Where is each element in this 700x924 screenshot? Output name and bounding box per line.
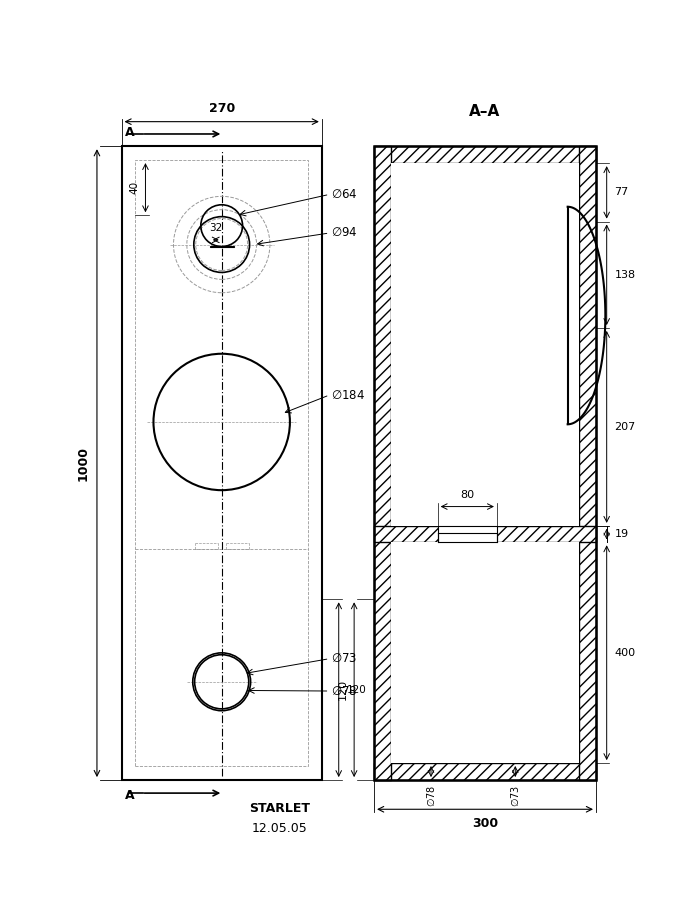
Text: $\varnothing$64: $\varnothing$64: [331, 188, 358, 201]
Text: 300: 300: [472, 817, 498, 830]
Text: $\varnothing$73: $\varnothing$73: [510, 784, 522, 807]
Bar: [136, 160, 308, 766]
Text: 1000: 1000: [76, 445, 90, 480]
Text: 77: 77: [615, 188, 629, 198]
Text: 400: 400: [615, 648, 636, 658]
Text: 80: 80: [460, 491, 475, 501]
Text: $\varnothing$78: $\varnothing$78: [425, 784, 437, 807]
Bar: [438, 526, 497, 542]
Text: A: A: [125, 126, 134, 139]
Text: 32: 32: [209, 223, 223, 233]
Bar: [374, 763, 596, 780]
Text: $\varnothing$94: $\varnothing$94: [331, 226, 358, 239]
Text: A: A: [125, 789, 134, 802]
Text: $\varnothing$78: $\varnothing$78: [331, 685, 358, 698]
Text: STARLET: STARLET: [249, 802, 310, 815]
Text: 120: 120: [346, 685, 366, 695]
Bar: [391, 542, 579, 763]
Bar: [122, 146, 322, 780]
Bar: [374, 526, 596, 542]
Bar: [374, 146, 596, 164]
Text: $\varnothing$73: $\varnothing$73: [331, 652, 357, 665]
Bar: [391, 164, 579, 526]
Text: 207: 207: [615, 422, 636, 432]
Bar: [374, 146, 391, 780]
Bar: [210, 246, 234, 247]
Text: A–A: A–A: [470, 104, 500, 119]
Bar: [374, 146, 596, 780]
Bar: [579, 146, 596, 780]
Text: 12.05.05: 12.05.05: [252, 822, 308, 835]
Text: 138: 138: [615, 270, 636, 280]
Text: 19: 19: [615, 529, 629, 539]
Text: 270: 270: [209, 103, 235, 116]
Text: 120: 120: [338, 679, 348, 700]
Text: $\varnothing$184: $\varnothing$184: [331, 388, 365, 402]
Text: 40: 40: [130, 181, 139, 194]
